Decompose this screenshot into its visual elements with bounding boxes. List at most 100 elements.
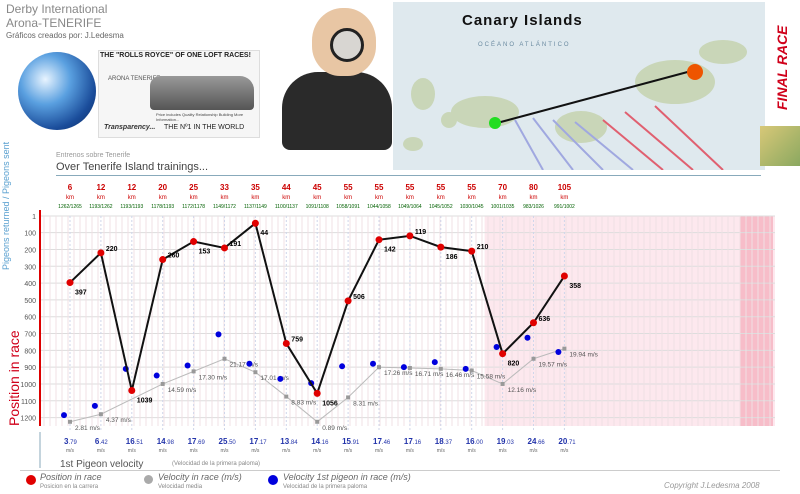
- velocity-avg-label: 15.58 m/s: [477, 374, 506, 381]
- y-tick-label: 600: [24, 315, 36, 322]
- km-unit: km: [437, 195, 445, 201]
- km-value: 35: [251, 183, 260, 192]
- position-label: 220: [106, 246, 118, 253]
- velocity-first-point: [493, 343, 500, 350]
- km-unit: km: [128, 195, 136, 201]
- trainings-label: Over Tenerife Island trainings...: [56, 161, 209, 173]
- velocity-avg-point: [222, 356, 227, 361]
- km-value: 55: [467, 183, 476, 192]
- position-point: [375, 236, 383, 244]
- km-unit: km: [221, 195, 229, 201]
- y-tick-label: 300: [24, 264, 36, 271]
- km-value: 44: [282, 183, 291, 192]
- velocity-avg-point: [531, 356, 536, 361]
- velocity-avg-point: [500, 381, 505, 386]
- position-point: [251, 219, 259, 227]
- island-la-palma: [411, 78, 435, 110]
- trainings-label-small: Entrenos sobre Tenerife: [56, 152, 131, 159]
- flight-line: [552, 119, 604, 171]
- first-velocity-unit: m/s: [97, 448, 106, 454]
- island-tenerife: [451, 96, 519, 128]
- ad-transparency: Transparency...: [104, 124, 156, 131]
- velocity-avg-label: 8.83 m/s: [291, 400, 317, 407]
- km-unit: km: [468, 195, 476, 201]
- pigeons-count: 1058/1091: [336, 204, 360, 210]
- km-unit: km: [560, 195, 568, 201]
- first-velocity-unit: m/s: [220, 448, 229, 454]
- velocity-first-point: [61, 412, 67, 419]
- position-point: [344, 297, 352, 305]
- first-velocity-unit: m/s: [128, 448, 137, 454]
- magnifier-icon: [330, 28, 364, 62]
- first-velocity-unit: m/s: [437, 448, 446, 454]
- pigeons-count: 983/1026: [523, 204, 544, 210]
- velocity-avg-label: 16.46 m/s: [446, 372, 475, 379]
- velocity-avg-point: [253, 370, 258, 375]
- first-velocity-unit: m/s: [529, 448, 538, 454]
- velocity-first-point: [277, 375, 284, 382]
- position-label: 1039: [137, 398, 153, 405]
- velocity-avg-point: [469, 368, 474, 373]
- header-subtitle: Gráficos creados por: J.Ledesma: [6, 31, 124, 40]
- km-value: 55: [405, 183, 414, 192]
- km-unit: km: [344, 195, 352, 201]
- first-velocity-value: 24.66: [528, 437, 546, 446]
- flight-line: [514, 119, 544, 171]
- pigeons-count: 1045/1052: [429, 204, 453, 210]
- km-unit: km: [282, 195, 290, 201]
- velocity-avg-point: [68, 419, 72, 424]
- island-el-hierro: [403, 137, 423, 151]
- position-point: [468, 247, 476, 255]
- first-velocity-unit: m/s: [375, 448, 384, 454]
- position-label: 759: [291, 336, 303, 343]
- first-velocity-value: 20.71: [558, 437, 576, 446]
- first-velocity-value: 25.50: [219, 437, 237, 446]
- km-value: 33: [220, 183, 229, 192]
- velocity-first-point: [370, 360, 376, 367]
- velocity-avg-label: 2.81 m/s: [75, 425, 101, 432]
- legend-position-icon: [26, 475, 36, 485]
- velocity-avg-point: [438, 366, 443, 371]
- velocity-first-point: [184, 362, 191, 369]
- y-tick-label: 1200: [20, 416, 36, 423]
- velocity-avg-label: 21.17 m/s: [230, 362, 259, 369]
- km-value: 25: [189, 183, 198, 192]
- velocity-avg-point: [160, 381, 165, 386]
- bottom-divider: [20, 470, 780, 471]
- km-unit: km: [313, 195, 321, 201]
- first-velocity-value: 16.51: [126, 437, 144, 446]
- first-velocity-unit: m/s: [282, 448, 291, 454]
- velocity-avg-label: 14.59 m/s: [168, 387, 197, 394]
- man-figure-icon: [282, 72, 392, 150]
- globe-logo-icon: [18, 52, 96, 130]
- velocity-avg-label: 19.94 m/s: [569, 352, 598, 359]
- position-point: [221, 244, 228, 252]
- trainings-divider: [56, 175, 761, 176]
- velocity-avg-label: 17.26 m/s: [384, 370, 413, 377]
- canary-islands-map: [393, 2, 765, 171]
- pigeons-count: 1172/1178: [182, 204, 205, 210]
- first-velocity-unit: m/s: [251, 448, 260, 454]
- map-title: Canary Islands: [462, 12, 583, 29]
- money-icon: [760, 126, 800, 166]
- first-velocity-value: 3.79: [64, 437, 77, 446]
- race-arrow: [496, 69, 696, 124]
- position-point: [499, 350, 507, 358]
- position-label: 1056: [322, 400, 338, 407]
- km-unit: km: [66, 195, 74, 201]
- velocity-avg-line: [69, 348, 565, 423]
- first-velocity-value: 14.98: [157, 437, 175, 446]
- island-lanzarote: [699, 40, 747, 64]
- y-tick-label: 800: [24, 348, 36, 355]
- flight-line: [602, 119, 664, 171]
- header-title-line2: Arona-TENERIFE: [6, 16, 102, 30]
- pigeons-count: 1100/1137: [275, 204, 298, 210]
- pigeons-count: 1049/1064: [398, 204, 422, 210]
- legend-position-sub: Posicion en la carrera: [40, 484, 99, 490]
- km-unit: km: [190, 195, 198, 201]
- km-unit: km: [375, 195, 383, 201]
- first-velocity-unit: m/s: [468, 448, 477, 454]
- first-velocity-value: 15.91: [342, 437, 360, 446]
- velocity-avg-point: [284, 394, 289, 399]
